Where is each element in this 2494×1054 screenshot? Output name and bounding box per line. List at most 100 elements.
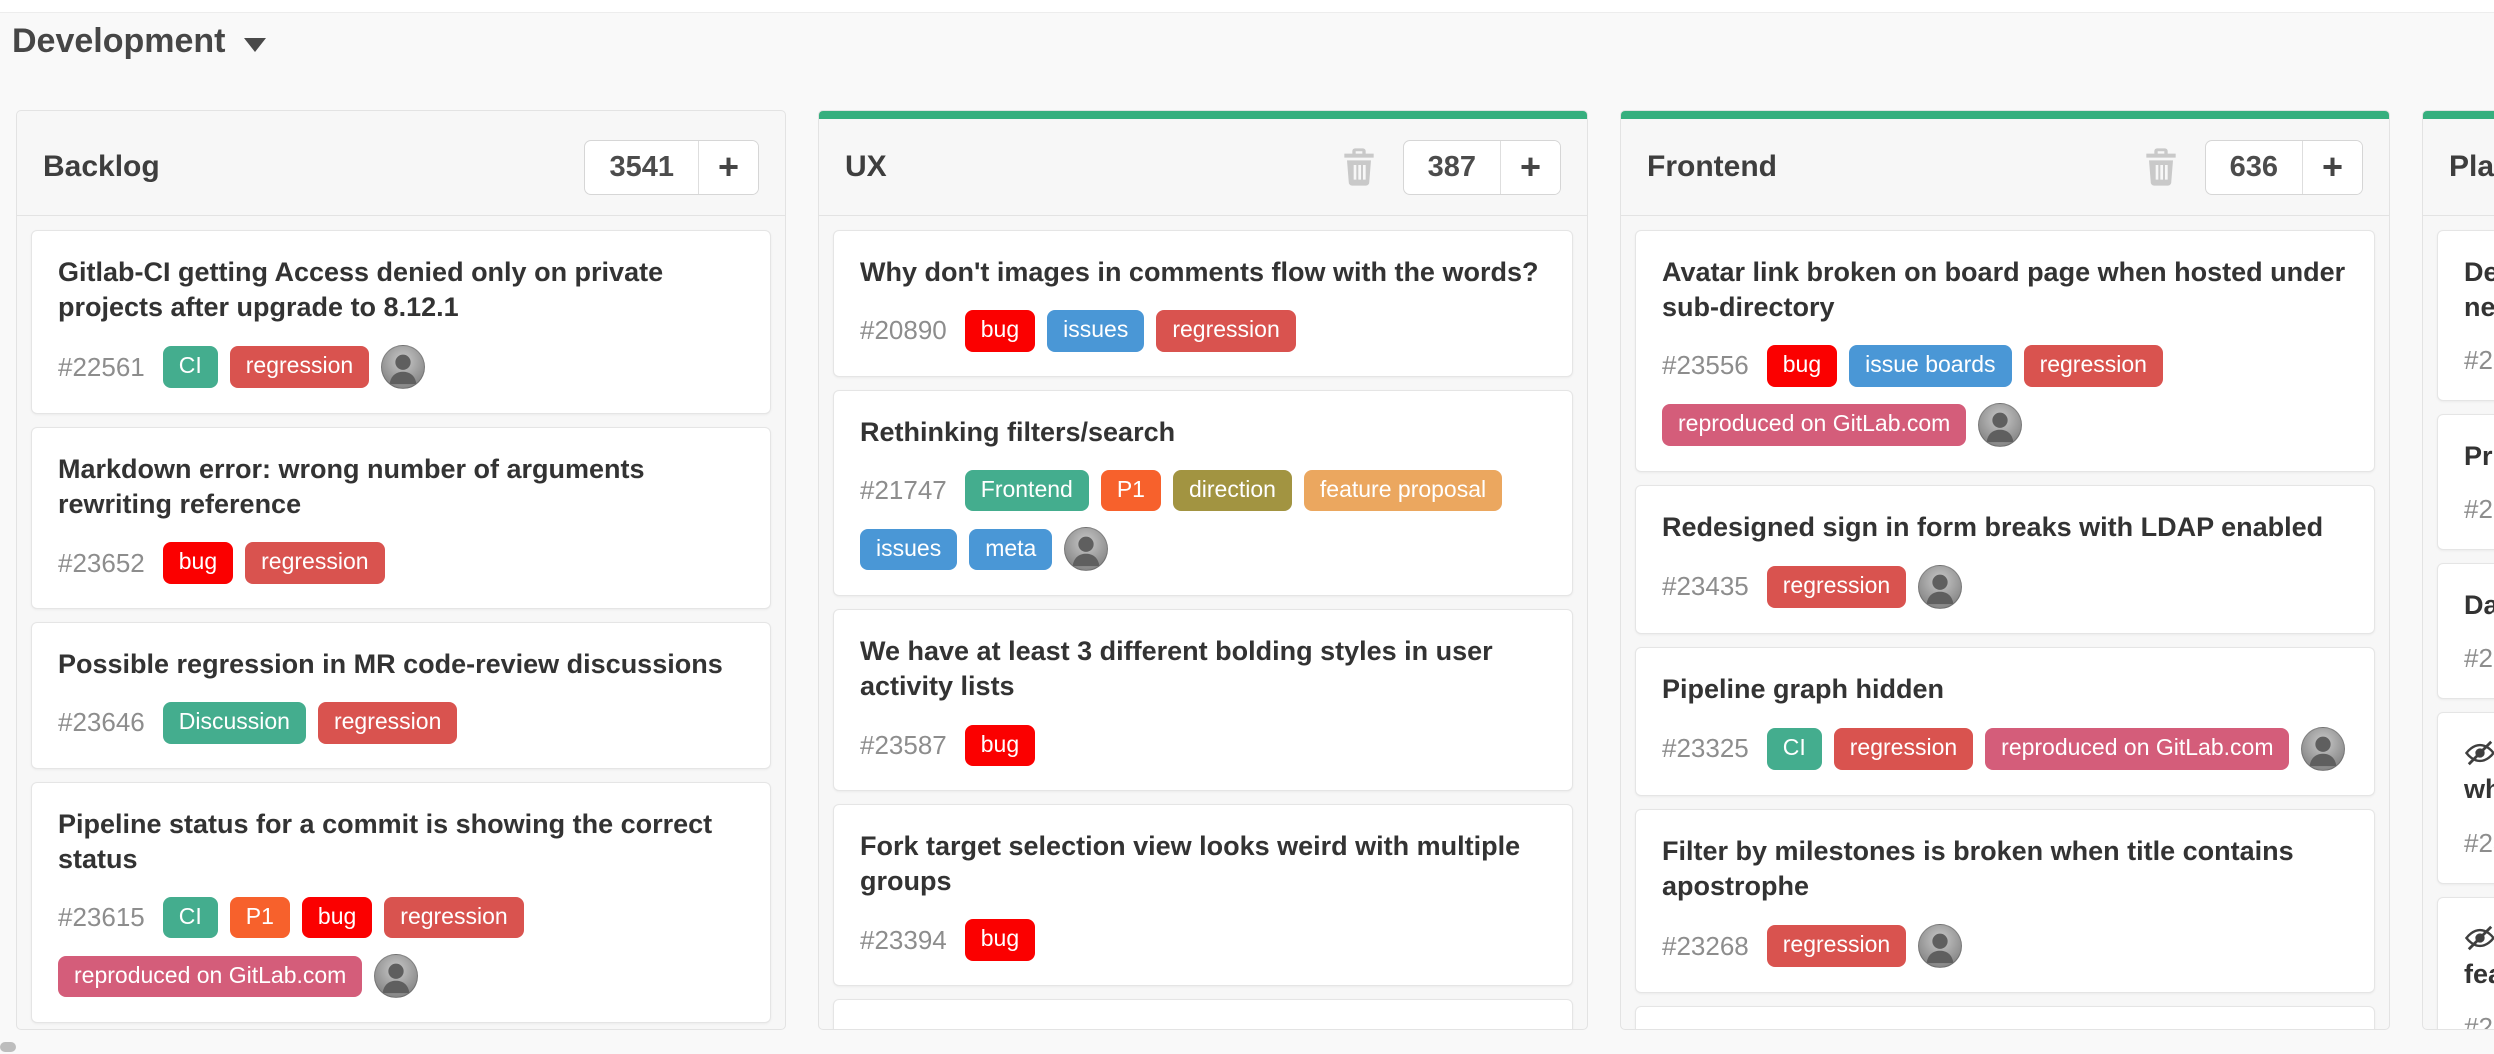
issue-meta-row: #23556 bug issue boards regression reproduc… <box>1662 345 2348 447</box>
label-pill[interactable]: feature proposal <box>1303 469 1503 512</box>
label-pill[interactable]: issue boards <box>1849 345 2012 387</box>
label-pill[interactable]: Frontend <box>964 469 1089 512</box>
issue-title: Filter by milestones is broken when titl… <box>1662 834 2348 904</box>
issue-card[interactable]: Avatar link broken on board page when ho… <box>1635 230 2375 472</box>
delete-list-button[interactable] <box>2145 148 2177 186</box>
issue-title: Why don't images in comments flow with t… <box>860 255 1546 290</box>
assignee-avatar[interactable] <box>2301 726 2346 771</box>
horizontal-scrollbar-thumb[interactable] <box>0 1042 16 1052</box>
label-pill[interactable]: regression <box>1833 728 1974 770</box>
label-pill[interactable]: reproduced on GitLab.com <box>1985 728 2290 770</box>
issue-number: #23615 <box>58 902 145 933</box>
label-pill[interactable]: regression <box>1766 566 1907 608</box>
label-pill[interactable]: reproduced on GitLab.com <box>1662 403 1967 446</box>
issue-number: #23556 <box>1662 350 1749 381</box>
add-issue-button[interactable]: + <box>698 140 758 194</box>
issue-card[interactable]: Regression: Safari CSS animation broken … <box>1635 1006 2375 1029</box>
issue-meta-row: #20890 bug issues regression <box>860 310 1546 352</box>
assignee-avatar[interactable] <box>1918 564 1963 609</box>
label-pill[interactable]: CI <box>1766 728 1822 770</box>
issue-title-text: Fork target selection view looks weird w… <box>860 831 1521 897</box>
column-frontend: Frontend 636 + Avatar link broken on boa… <box>1620 110 2390 1030</box>
label-pill[interactable]: issues <box>860 528 958 571</box>
issue-title-text: We have at least 3 different bolding sty… <box>860 636 1493 702</box>
issue-card[interactable]: Why don't images in comments flow with t… <box>833 230 1573 377</box>
label-pill[interactable]: regression <box>245 542 385 584</box>
label-pill[interactable]: regression <box>1156 310 1296 352</box>
eye-slash-icon <box>2464 739 2494 767</box>
issue-meta-row: #23 <box>2464 345 2494 376</box>
issue-meta-row: #23435 regression <box>1662 564 2348 609</box>
issue-title: Possible regression in MR code-review di… <box>58 647 744 682</box>
issue-card[interactable]: Pipeline graph hidden #23325 CI regressio… <box>1635 646 2375 796</box>
label-pill[interactable]: reproduced on GitLab.com <box>58 955 363 998</box>
issue-title-text: Pr <box>2464 441 2493 472</box>
add-issue-button[interactable]: + <box>1500 140 1560 194</box>
column-header: Platform <box>2423 119 2494 216</box>
assignee-avatar[interactable] <box>374 954 419 999</box>
column-tools: 3541 + <box>584 139 759 195</box>
issue-title: Da <box>2464 588 2494 623</box>
label-pill[interactable]: bug <box>301 896 373 939</box>
label-pill[interactable]: meta <box>969 528 1053 571</box>
label-pill[interactable]: regression <box>384 896 524 939</box>
label-pill[interactable]: P1 <box>229 896 290 939</box>
issue-title-text: Possible regression in MR code-review di… <box>58 648 723 679</box>
issue-title: Pr <box>2464 439 2494 474</box>
issue-card[interactable]: Da #22 <box>2437 563 2494 700</box>
delete-list-button[interactable] <box>1343 148 1375 186</box>
column-accent-bar <box>819 111 1587 119</box>
issue-card[interactable]: Unsubscribe confirmation page is ugly #2… <box>833 998 1573 1029</box>
label-pill[interactable]: regression <box>1766 925 1907 967</box>
issue-card[interactable]: Filter by milestones is broken when titl… <box>1635 808 2375 994</box>
issue-card[interactable]: De ne #23 <box>2437 230 2494 402</box>
label-pill[interactable]: bug <box>964 310 1036 352</box>
issue-meta-row: #22 <box>2464 643 2494 674</box>
issue-number: #23 <box>2464 827 2494 858</box>
label-pill[interactable]: direction <box>1172 469 1292 512</box>
issue-title-text: Why don't images in comments flow with t… <box>860 257 1539 287</box>
label-pill[interactable]: CI <box>162 346 218 388</box>
label-pill[interactable]: issues <box>1047 310 1145 352</box>
label-pill[interactable]: CI <box>162 896 218 939</box>
column-card-list[interactable]: Gitlab-CI getting Access denied only on … <box>17 216 785 1029</box>
column-title: Platform <box>2449 150 2494 183</box>
issue-card[interactable]: wh #23 <box>2437 712 2494 884</box>
label-pill[interactable]: bug <box>964 919 1036 961</box>
assignee-avatar[interactable] <box>1978 402 2023 447</box>
column-card-list[interactable]: Avatar link broken on board page when ho… <box>1621 216 2389 1029</box>
issue-card[interactable]: Redesigned sign in form breaks with LDAP… <box>1635 484 2375 634</box>
assignee-avatar[interactable] <box>1064 527 1109 572</box>
label-pill[interactable]: regression <box>2023 345 2163 387</box>
assignee-avatar[interactable] <box>381 345 426 390</box>
column-card-list[interactable]: Why don't images in comments flow with t… <box>819 216 1587 1029</box>
assignee-avatar[interactable] <box>1918 924 1963 969</box>
label-pill[interactable]: Discussion <box>162 702 306 744</box>
board-selector-dropdown[interactable]: Development <box>12 22 266 61</box>
issue-card[interactable]: Fork target selection view looks weird w… <box>833 804 1573 986</box>
label-pill[interactable]: bug <box>1766 345 1838 387</box>
issue-card[interactable]: Pr #21 <box>2437 414 2494 551</box>
issue-card[interactable]: Rethinking filters/search #21747 Fronten… <box>833 389 1573 597</box>
issue-meta-row: #23268 regression <box>1662 924 2348 969</box>
label-pill[interactable]: regression <box>317 702 458 744</box>
column-tools: 387 + <box>1343 139 1561 195</box>
issue-card[interactable]: Gitlab-CI getting Access denied only on … <box>31 230 771 415</box>
label-pill[interactable]: bug <box>162 542 234 584</box>
issue-meta-row: #23325 CI regression reproduced on GitLab.… <box>1662 726 2348 771</box>
label-pill[interactable]: regression <box>229 346 370 388</box>
add-issue-button[interactable]: + <box>2302 140 2362 194</box>
issue-card[interactable]: We have at least 3 different bolding sty… <box>833 609 1573 792</box>
issue-number: #23325 <box>1662 733 1749 764</box>
issue-card[interactable]: Markdown error: wrong number of argument… <box>31 427 771 609</box>
issue-title: Pipeline status for a commit is showing … <box>58 807 744 877</box>
column-card-list[interactable]: De ne #23 Pr #21 Da #22 wh #23 fea #23 <box>2423 216 2494 1029</box>
issue-card[interactable]: Pipeline status for a commit is showing … <box>31 781 771 1024</box>
label-pill[interactable]: P1 <box>1100 469 1161 512</box>
label-pill[interactable]: bug <box>964 724 1036 767</box>
issue-number: #21 <box>2464 494 2494 525</box>
issue-card[interactable]: fea #23 <box>2437 896 2494 1029</box>
column-accent-bar <box>2423 111 2494 119</box>
issue-title-text: Unsubscribe confirmation page is ugly <box>860 1026 1358 1029</box>
issue-card[interactable]: Possible regression in MR code-review di… <box>31 621 771 769</box>
